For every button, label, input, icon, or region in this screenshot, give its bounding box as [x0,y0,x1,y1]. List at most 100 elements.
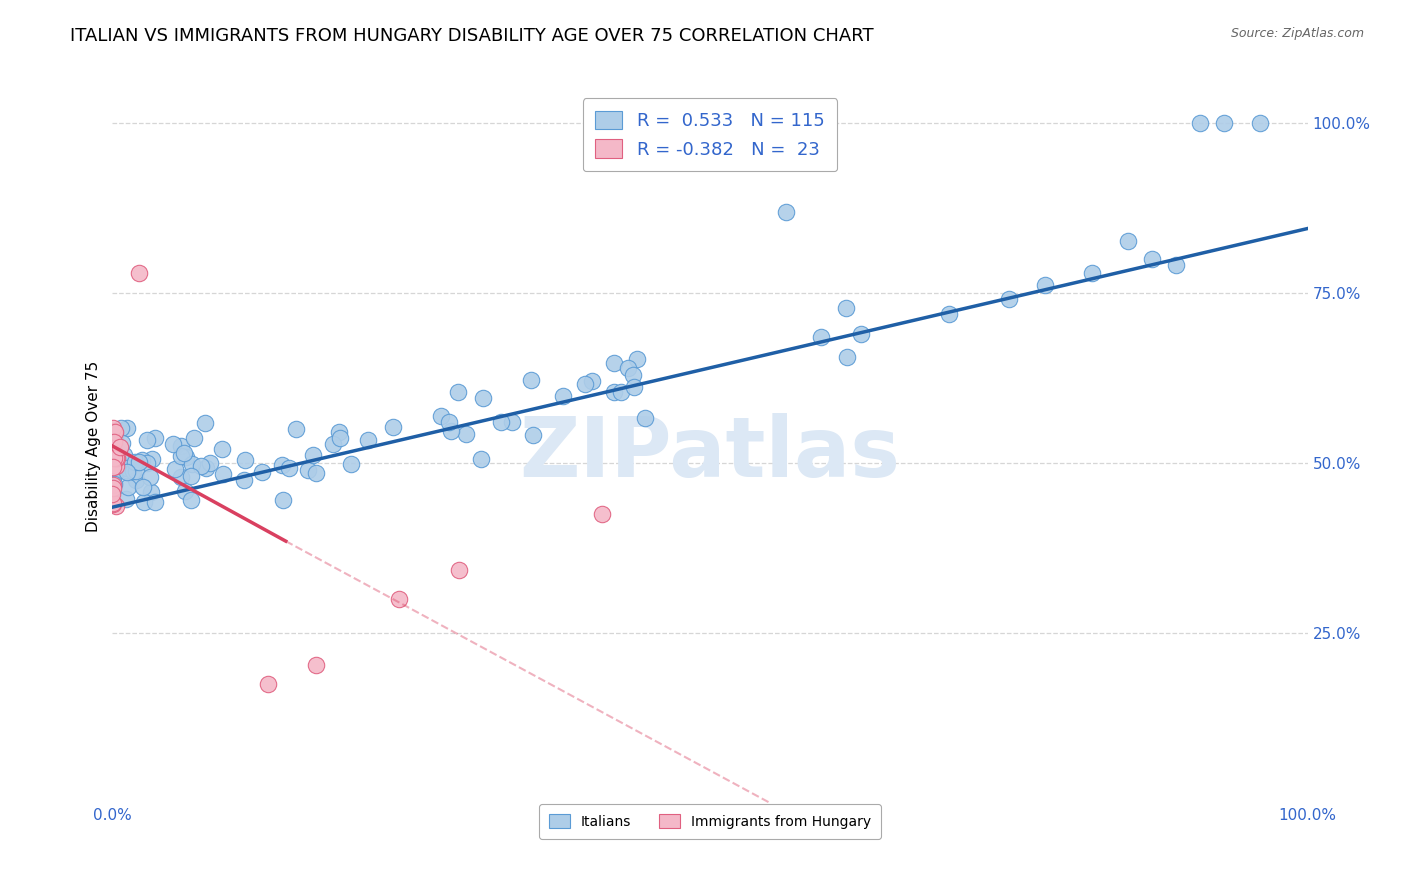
Point [616,361,638,376]
Text: ITALIAN VS IMMIGRANTS FROM HUNGARY DISABILITY AGE OVER 75 CORRELATION CHART: ITALIAN VS IMMIGRANTS FROM HUNGARY DISAB… [70,27,875,45]
Point [273,492,295,507]
Point [447,385,470,400]
Point [128,455,150,469]
Point [105,450,128,465]
Point [165,462,187,476]
Point [998,292,1021,306]
Point [143,495,166,509]
Point [233,452,256,467]
Point [180,468,202,483]
Point [132,480,155,494]
Point [105,464,128,478]
Point [125,473,148,487]
Point [108,440,131,454]
Point [322,437,344,451]
Point [489,415,512,429]
Point [381,419,404,434]
Point [626,351,648,366]
Point [101,478,124,492]
Point [117,421,139,435]
Point [104,425,127,440]
Point [257,677,280,691]
Point [938,307,960,321]
Point [574,376,596,391]
Point [1142,252,1164,266]
Point [195,460,218,475]
Point [170,449,193,463]
Point [388,591,411,606]
Point [447,563,470,577]
Point [110,421,132,435]
Point [174,484,197,499]
Point [103,460,125,475]
Point [105,500,128,514]
Point [105,442,128,457]
Point [835,301,858,315]
Point [633,410,655,425]
Point [520,373,543,387]
Point [103,496,125,510]
Point [810,329,832,343]
Point [101,441,124,455]
Point [250,466,273,480]
Point [104,458,127,473]
Point [183,431,205,445]
Point [143,432,166,446]
Point [138,470,160,484]
Point [328,425,350,440]
Point [101,421,124,435]
Point [101,447,124,461]
Point [278,461,301,475]
Point [271,458,294,473]
Point [101,442,124,456]
Point [173,446,195,460]
Point [105,454,128,468]
Point [128,266,150,280]
Point [522,428,544,442]
Point [357,433,380,447]
Point [180,493,202,508]
Point [1249,116,1271,130]
Point [174,450,197,465]
Point [181,457,204,471]
Point [340,457,363,471]
Point [103,451,125,466]
Point [1166,258,1188,272]
Point [297,463,319,477]
Point [837,350,859,364]
Point [211,442,233,456]
Point [454,426,477,441]
Point [112,448,135,462]
Point [1189,116,1212,130]
Point [285,422,308,436]
Point [430,409,453,423]
Point [101,481,124,495]
Point [305,466,328,480]
Point [141,451,163,466]
Point [125,464,148,478]
Point [136,456,159,470]
Point [1118,235,1140,249]
Point [610,384,633,399]
Point [1213,116,1236,130]
Point [103,439,125,453]
Point [101,458,124,472]
Point [141,485,163,500]
Point [101,459,124,474]
Point [101,475,124,489]
Point [104,429,127,443]
Point [105,450,128,465]
Point [131,453,153,467]
Point [851,327,873,342]
Legend: Italians, Immigrants from Hungary: Italians, Immigrants from Hungary [540,805,880,838]
Point [101,443,124,458]
Point [170,470,193,484]
Point [117,480,139,494]
Point [101,434,124,449]
Point [603,385,626,400]
Point [104,461,127,475]
Point [111,458,134,472]
Point [124,455,146,469]
Point [1081,266,1104,280]
Point [115,461,138,475]
